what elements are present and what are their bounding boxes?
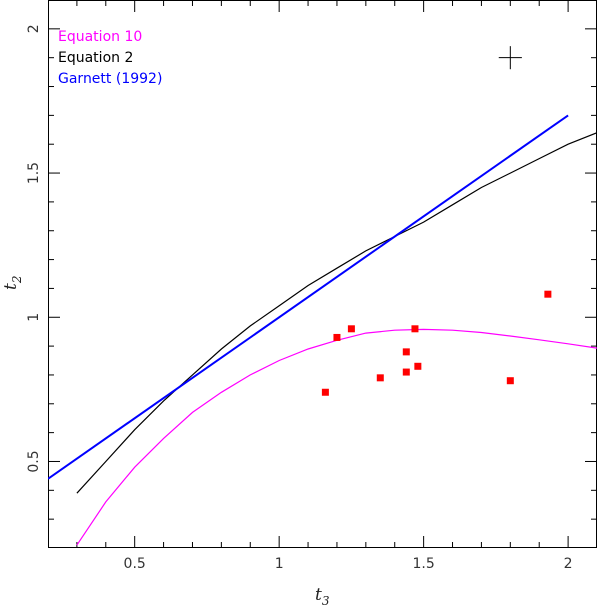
y-tick-label: 1.5 [26,162,42,184]
y-tick-label: 0.5 [26,450,42,472]
y-tick-label: 1 [26,313,42,322]
plot-frame [48,0,597,548]
legend-entry: Equation 2 [58,50,133,66]
series-line-garnett-1992 [48,114,569,480]
y-axis-title: t2 [1,276,24,290]
data-point [376,374,384,382]
data-point [411,325,419,333]
x-tick-label: 1 [275,556,284,572]
data-point [333,333,341,341]
series-line-equation-2 [76,132,597,494]
x-axis-title: t3 [315,585,330,608]
data-point [414,362,422,370]
x-axis-label: t [315,585,322,605]
y-axis-label: t [1,283,21,290]
series-line-equation-10 [76,328,597,546]
data-point [402,348,410,356]
legend-entry: Garnett (1992) [58,71,162,87]
x-tick-label: 1.5 [412,556,434,572]
y-axis-subscript: 2 [10,276,24,285]
data-point [321,388,329,396]
series-lines [48,114,597,546]
data-point [506,377,514,385]
x-axis-subscript: 3 [322,594,330,608]
data-point [544,290,552,298]
data-point [347,325,355,333]
legend-entry: Equation 10 [58,29,142,45]
x-tick-label: 0.5 [124,556,146,572]
y-tick-label: 2 [26,24,42,33]
data-point [402,368,410,376]
plot-area: 0.5 1 1.5 2 0.5 1 1.5 2 [26,0,597,572]
x-tick-label: 2 [564,556,573,572]
legend: Equation 10 Equation 2 Garnett (1992) [58,29,162,87]
